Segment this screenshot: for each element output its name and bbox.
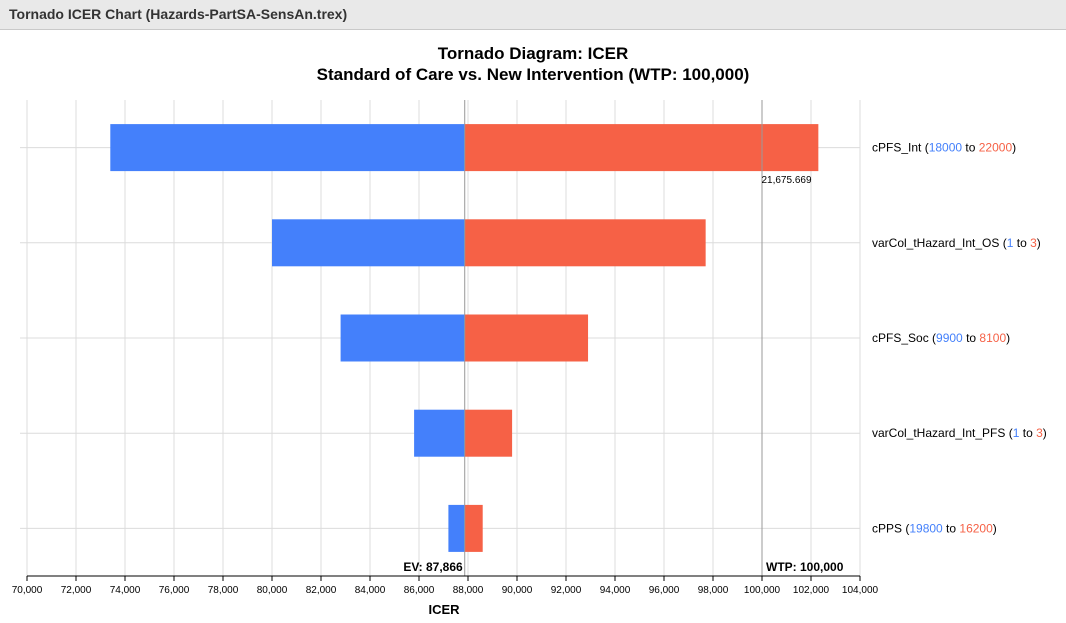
x-tick-label-9: 88,000 [453, 585, 484, 596]
chart-subtitle: Standard of Care vs. New Intervention (W… [317, 65, 750, 84]
bar-varCol_tHazard_Int_PFS-high [464, 409, 513, 457]
variable-label-cPFS_Int: cPFS_Int (18000 to 22000) [872, 141, 1016, 155]
bar-cPFS_Int-low [110, 124, 465, 172]
reference-lines: EV: 87,866 WTP: 100,000 21,675.669 [403, 100, 844, 576]
x-tick-label-17: 104,000 [842, 585, 879, 596]
x-tick-label-7: 84,000 [355, 585, 386, 596]
grid-layer [20, 100, 861, 576]
x-axis-label: ICER [428, 602, 460, 617]
ev-label: EV: 87,866 [403, 560, 463, 574]
bar-layer [110, 124, 819, 552]
tornado-chart: Tornado Diagram: ICER Standard of Care v… [0, 31, 1066, 623]
x-tick-label-4: 78,000 [208, 585, 239, 596]
bar-varCol_tHazard_Int_OS-high [464, 219, 706, 267]
x-tick-label-11: 92,000 [551, 585, 582, 596]
window-title-bar: Tornado ICER Chart (Hazards-PartSA-SensA… [0, 0, 1066, 30]
chart-svg: Tornado Diagram: ICER Standard of Care v… [12, 44, 1047, 617]
bar-cPFS_Soc-low [340, 314, 465, 362]
variable-label-varCol_tHazard_Int_OS: varCol_tHazard_Int_OS (1 to 3) [872, 236, 1041, 250]
bar-varCol_tHazard_Int_PFS-low [414, 409, 465, 457]
x-tick-label-13: 96,000 [649, 585, 680, 596]
x-tick-label-14: 98,000 [698, 585, 729, 596]
x-tick-label-5: 80,000 [257, 585, 288, 596]
x-tick-label-0: 70,000 [12, 585, 43, 596]
x-tick-label-12: 94,000 [600, 585, 631, 596]
variable-labels: cPFS_Int (18000 to 22000) varCol_tHazard_… [872, 141, 1047, 536]
x-tick-label-8: 86,000 [404, 585, 435, 596]
x-tick-label-15: 100,000 [744, 585, 781, 596]
window-title: Tornado ICER Chart (Hazards-PartSA-SensA… [9, 6, 348, 22]
bar-cPFS_Int-high [464, 124, 819, 172]
bar-varCol_tHazard_Int_OS-low [272, 219, 465, 267]
x-axis: 70,000 72,000 74,000 76,000 78,000 80,000 82,0… [12, 575, 879, 596]
bar-cPFS_Soc-high [464, 314, 589, 362]
annotation-label: 21,675.669 [761, 175, 811, 186]
x-tick-label-10: 90,000 [502, 585, 533, 596]
wtp-label: WTP: 100,000 [766, 560, 844, 574]
chart-title: Tornado Diagram: ICER [438, 44, 628, 63]
variable-label-cPPS: cPPS (19800 to 16200) [872, 521, 997, 535]
x-tick-label-6: 82,000 [306, 585, 337, 596]
bar-cPPS-high [464, 504, 483, 552]
x-tick-label-1: 72,000 [61, 585, 92, 596]
x-tick-label-2: 74,000 [110, 585, 141, 596]
bar-cPPS-low [448, 504, 465, 552]
variable-label-cPFS_Soc: cPFS_Soc (9900 to 8100) [872, 331, 1010, 345]
variable-label-varCol_tHazard_Int_PFS: varCol_tHazard_Int_PFS (1 to 3) [872, 426, 1047, 440]
x-tick-label-3: 76,000 [159, 585, 190, 596]
x-tick-label-16: 102,000 [793, 585, 830, 596]
